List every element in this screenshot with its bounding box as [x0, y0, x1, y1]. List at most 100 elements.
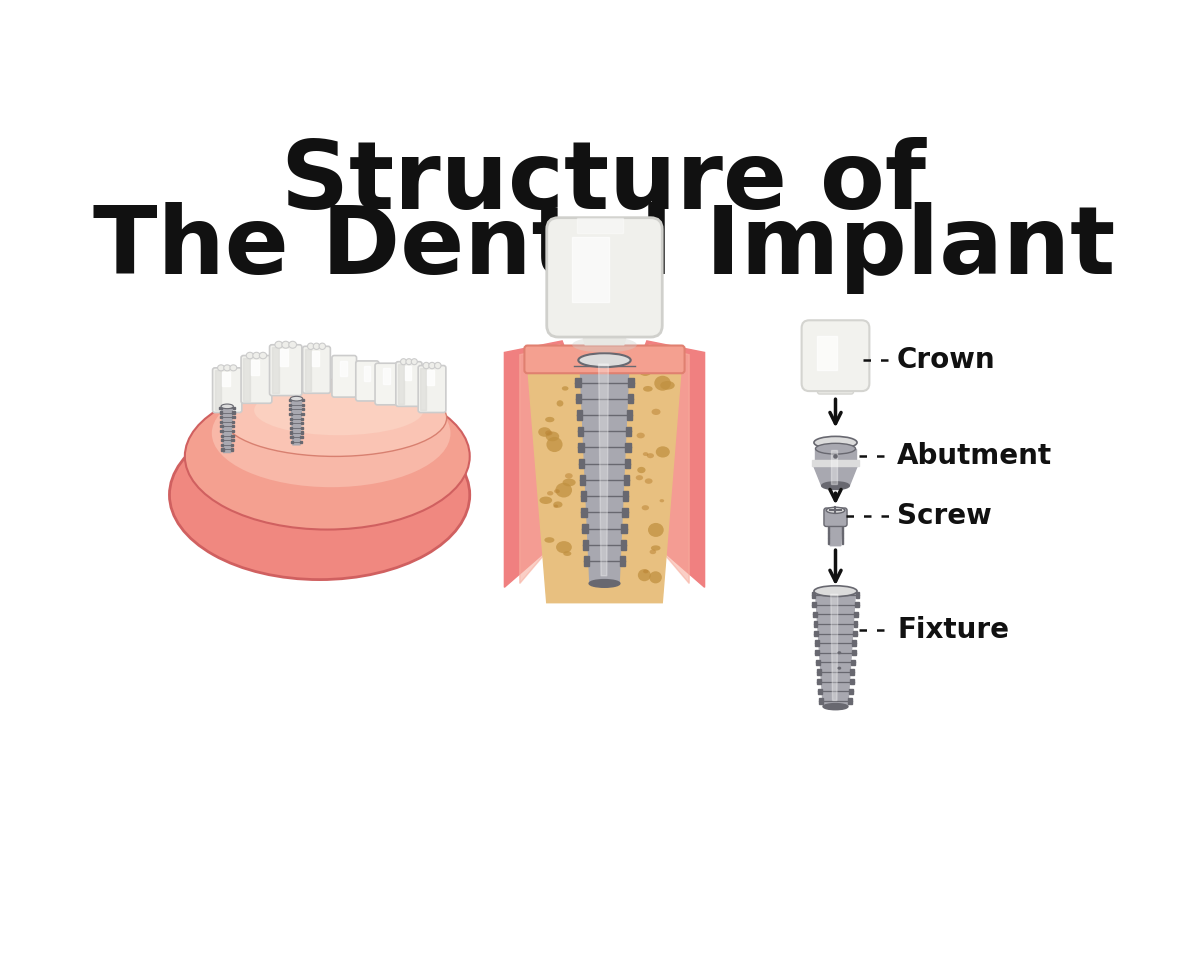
Polygon shape	[220, 425, 223, 427]
FancyBboxPatch shape	[823, 508, 847, 526]
FancyBboxPatch shape	[270, 345, 302, 396]
FancyBboxPatch shape	[356, 361, 379, 401]
Ellipse shape	[649, 550, 656, 554]
Polygon shape	[244, 358, 250, 401]
Text: Abutment: Abutment	[898, 442, 1052, 470]
Polygon shape	[855, 592, 860, 598]
Ellipse shape	[638, 364, 653, 376]
Ellipse shape	[401, 359, 406, 365]
Ellipse shape	[556, 541, 571, 554]
Polygon shape	[851, 660, 855, 665]
Polygon shape	[812, 592, 815, 598]
Polygon shape	[580, 475, 585, 485]
Ellipse shape	[654, 375, 670, 391]
Polygon shape	[620, 557, 626, 565]
Polygon shape	[231, 439, 233, 441]
Polygon shape	[221, 449, 224, 451]
Polygon shape	[300, 431, 303, 433]
Ellipse shape	[636, 432, 644, 438]
Polygon shape	[578, 443, 584, 452]
Polygon shape	[815, 449, 855, 461]
Polygon shape	[305, 349, 311, 391]
Ellipse shape	[538, 427, 551, 437]
Polygon shape	[421, 368, 426, 411]
Polygon shape	[504, 341, 575, 587]
Polygon shape	[302, 399, 304, 401]
FancyBboxPatch shape	[375, 364, 399, 405]
Polygon shape	[849, 689, 853, 694]
Polygon shape	[818, 336, 836, 369]
Ellipse shape	[544, 537, 555, 543]
Polygon shape	[634, 341, 704, 587]
Polygon shape	[626, 426, 631, 436]
Ellipse shape	[423, 363, 430, 368]
FancyBboxPatch shape	[524, 346, 684, 373]
Polygon shape	[302, 409, 304, 411]
Polygon shape	[621, 540, 626, 550]
Polygon shape	[637, 345, 689, 583]
Polygon shape	[815, 591, 855, 707]
Polygon shape	[828, 527, 829, 533]
Polygon shape	[818, 689, 822, 694]
Polygon shape	[221, 444, 224, 446]
Ellipse shape	[540, 497, 552, 504]
Ellipse shape	[643, 386, 653, 392]
Ellipse shape	[230, 365, 237, 370]
Ellipse shape	[259, 352, 266, 359]
Polygon shape	[816, 660, 820, 665]
Ellipse shape	[642, 505, 649, 511]
Polygon shape	[312, 351, 319, 366]
Polygon shape	[220, 420, 223, 422]
Ellipse shape	[826, 508, 845, 514]
Polygon shape	[220, 430, 223, 432]
Polygon shape	[577, 411, 582, 419]
Polygon shape	[623, 491, 628, 501]
Polygon shape	[819, 698, 822, 704]
Polygon shape	[231, 444, 233, 446]
Polygon shape	[849, 679, 854, 684]
Ellipse shape	[319, 343, 325, 350]
Ellipse shape	[435, 363, 441, 368]
Ellipse shape	[573, 337, 637, 353]
Text: Fixture: Fixture	[898, 615, 1010, 644]
FancyBboxPatch shape	[241, 356, 272, 404]
Ellipse shape	[833, 454, 838, 459]
Ellipse shape	[429, 363, 435, 368]
Ellipse shape	[274, 341, 283, 348]
Polygon shape	[220, 416, 223, 418]
Polygon shape	[851, 669, 854, 674]
FancyBboxPatch shape	[303, 346, 330, 393]
Ellipse shape	[651, 545, 661, 551]
Ellipse shape	[644, 478, 653, 484]
Polygon shape	[815, 650, 820, 656]
Polygon shape	[828, 522, 829, 527]
Polygon shape	[814, 631, 818, 636]
Polygon shape	[577, 426, 583, 436]
Polygon shape	[340, 361, 348, 376]
Polygon shape	[231, 434, 233, 437]
Ellipse shape	[637, 466, 646, 473]
Polygon shape	[214, 370, 221, 411]
Ellipse shape	[545, 430, 552, 435]
Polygon shape	[624, 459, 630, 468]
FancyBboxPatch shape	[547, 218, 662, 337]
Ellipse shape	[554, 489, 560, 493]
Polygon shape	[841, 533, 843, 538]
Polygon shape	[580, 360, 629, 583]
Polygon shape	[220, 434, 223, 437]
FancyBboxPatch shape	[332, 356, 357, 397]
Polygon shape	[223, 372, 230, 386]
FancyBboxPatch shape	[818, 378, 854, 394]
Polygon shape	[290, 417, 292, 419]
Ellipse shape	[282, 341, 290, 348]
Ellipse shape	[578, 353, 630, 368]
Ellipse shape	[838, 666, 841, 669]
Ellipse shape	[823, 704, 848, 710]
Polygon shape	[854, 612, 858, 616]
Polygon shape	[626, 443, 630, 452]
Polygon shape	[583, 540, 588, 550]
Polygon shape	[623, 475, 629, 485]
Polygon shape	[364, 367, 370, 381]
Polygon shape	[291, 399, 302, 445]
Polygon shape	[280, 349, 289, 366]
